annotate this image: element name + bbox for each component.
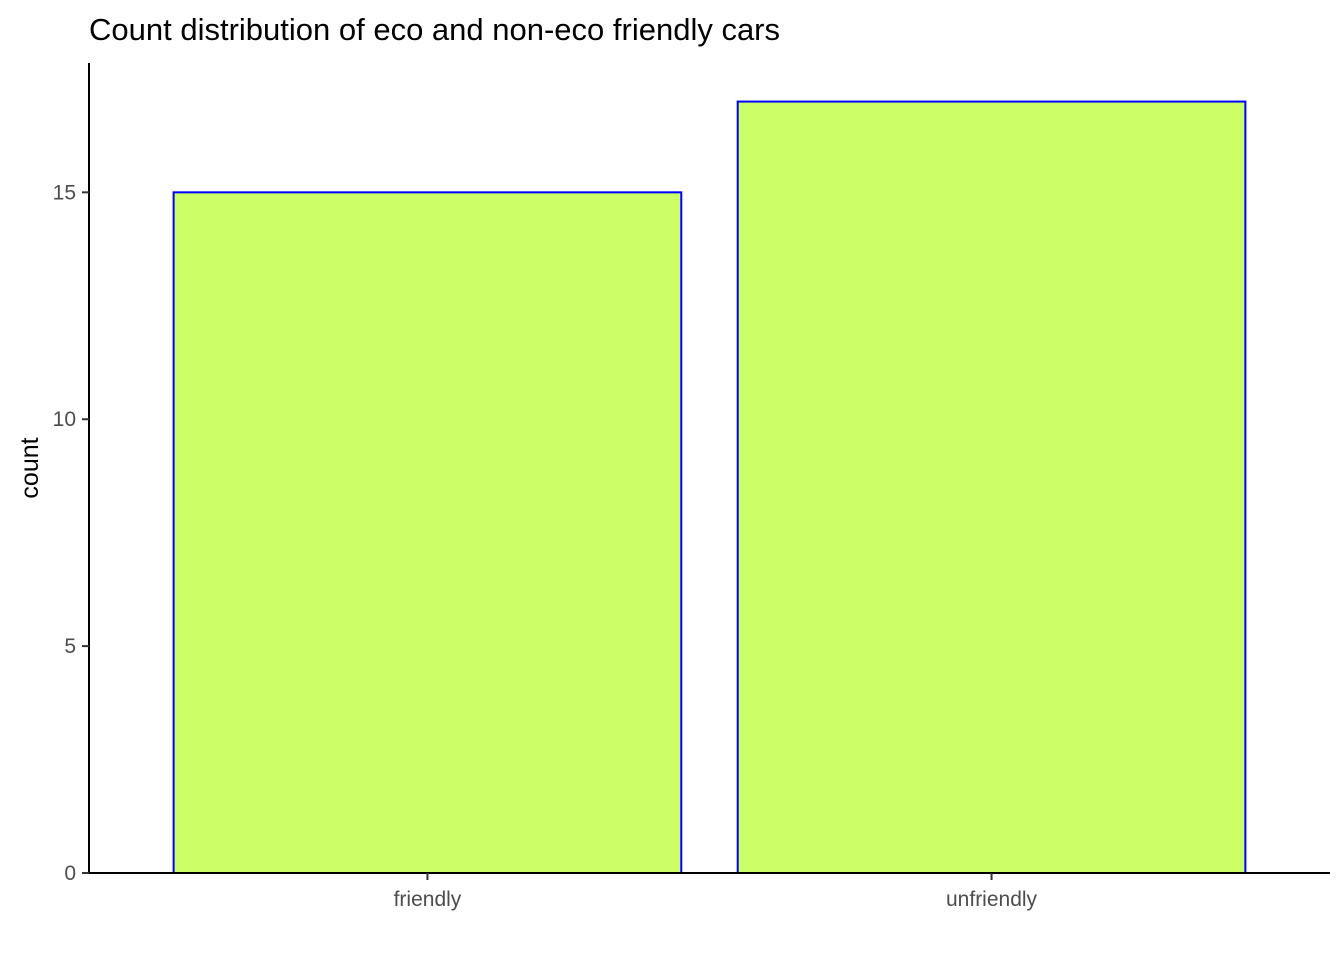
chart-title: Count distribution of eco and non-eco fr… — [89, 12, 780, 47]
x-tick-label-unfriendly: unfriendly — [946, 888, 1038, 911]
y-axis-label: count — [16, 437, 44, 498]
bar-friendly — [172, 191, 683, 874]
bar-unfriendly — [736, 100, 1247, 875]
x-tick-label-friendly: friendly — [394, 888, 462, 911]
y-tick-label-15: 15 — [53, 181, 76, 204]
axes-layer: 0 5 10 15 friendly unfriendly — [53, 63, 1330, 911]
y-tick-label-0: 0 — [64, 862, 76, 885]
y-tick-label-5: 5 — [64, 635, 76, 658]
y-tick-label-10: 10 — [53, 408, 76, 431]
bars-layer — [172, 100, 1247, 875]
